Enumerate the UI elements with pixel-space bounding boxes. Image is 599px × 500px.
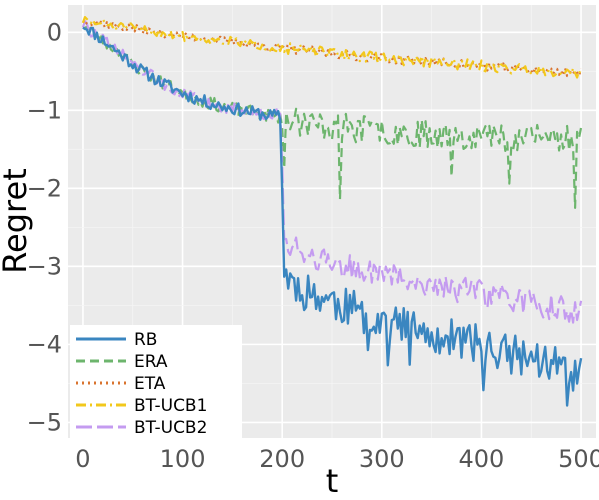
x-tick-labels: 0 100 200 300 400 500 [75, 445, 599, 473]
x-axis-label: t [326, 462, 339, 500]
y-tick-label: −4 [27, 330, 62, 358]
legend-label: BT-UCB1 [134, 396, 207, 416]
legend-label: ERA [134, 352, 168, 372]
x-tick-label: 100 [160, 445, 206, 473]
x-tick-label: 300 [359, 445, 405, 473]
series-lines [81, 16, 583, 407]
y-tick-label: 0 [47, 18, 62, 46]
series-line-rb [82, 26, 583, 407]
y-tick-labels: 0 −1 −2 −3 −4 −5 [27, 18, 62, 436]
x-tick-label: 400 [459, 445, 505, 473]
y-tick-label: −1 [27, 96, 62, 124]
legend-box [70, 325, 242, 443]
series-line-bt-ucb2 [81, 20, 583, 324]
y-tick-label: −5 [27, 408, 62, 436]
y-axis-label: Regret [0, 168, 34, 273]
legend-label: ETA [134, 374, 166, 394]
grid [68, 5, 596, 438]
y-tick-label: −3 [27, 252, 62, 280]
x-tick-label: 200 [259, 445, 305, 473]
x-tick-label: 500 [558, 445, 599, 473]
series-line-eta [82, 18, 583, 78]
x-tick-label: 0 [75, 445, 90, 473]
legend-label: RB [134, 330, 157, 350]
legend-label: BT-UCB2 [134, 418, 207, 438]
y-tick-label: −2 [27, 174, 62, 202]
series-line-era [82, 25, 583, 209]
series-line-bt-ucb1 [81, 16, 583, 79]
